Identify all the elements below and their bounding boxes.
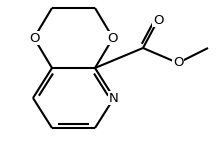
Text: O: O [108, 32, 118, 45]
Text: O: O [153, 13, 163, 26]
Text: N: N [109, 91, 119, 104]
Text: O: O [173, 57, 183, 70]
Text: O: O [29, 32, 39, 45]
